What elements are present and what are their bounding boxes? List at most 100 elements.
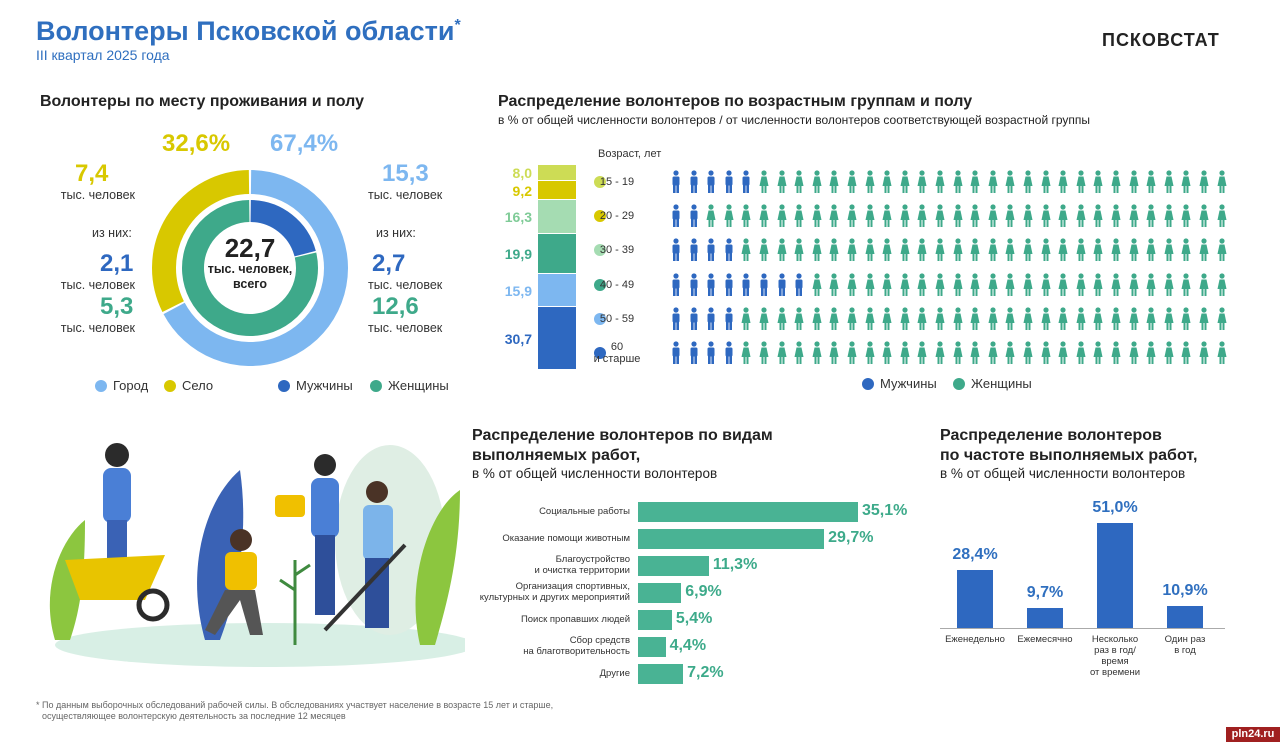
woman-icon [953, 204, 963, 228]
age-legend-men-dot [862, 377, 874, 390]
man-icon [725, 170, 733, 194]
village-men-unit: тыс. человек [60, 278, 135, 292]
woman-icon [1181, 238, 1191, 262]
frequency-title-line2: по частоте выполняемых работ, [940, 447, 1198, 464]
woman-icon [1058, 170, 1068, 194]
woman-icon [953, 307, 963, 330]
age-header: Возраст, лет [598, 148, 662, 160]
woman-icon [741, 307, 751, 330]
man-icon [672, 341, 680, 364]
frequency-bar-chart: 28,4% Еженедельно 9,7% Ежемесячно 51,0% Неско… [935, 495, 1235, 690]
legend-city-dot [95, 379, 107, 392]
frequency-value-label: 28,4% [952, 545, 998, 563]
works-value-label: 4,4% [669, 637, 707, 654]
woman-icon [917, 170, 927, 194]
village-men-block: 2,1 тыс. человек [40, 250, 135, 292]
village-total: 7,4 [75, 160, 109, 187]
woman-icon [1146, 238, 1156, 262]
man-icon [707, 170, 715, 194]
man-icon [672, 170, 680, 194]
residence-donut [152, 170, 348, 366]
woman-icon [970, 204, 980, 228]
age-value-label: 30,7 [504, 330, 532, 347]
woman-icon [970, 238, 980, 262]
woman-icon [917, 341, 927, 364]
works-title-line2: выполняемых работ, [472, 447, 641, 464]
woman-icon [953, 238, 963, 262]
man-icon [690, 204, 698, 228]
logo: ПСКОВСТАТ [1102, 30, 1220, 50]
woman-icon [847, 204, 857, 228]
woman-icon [1023, 170, 1033, 194]
footnote-line2: осуществляющее волонтерскую деятельность… [42, 711, 346, 721]
woman-icon [935, 204, 945, 228]
woman-icon [1093, 307, 1103, 330]
woman-icon [759, 307, 769, 330]
man-icon [760, 272, 768, 296]
woman-icon [829, 341, 839, 364]
woman-icon [847, 341, 857, 364]
works-value-label: 7,2% [687, 664, 724, 681]
age-legend-men: Мужчины [862, 376, 937, 391]
woman-icon [935, 238, 945, 262]
man-icon [725, 238, 733, 262]
frequency-axis [940, 628, 1225, 629]
woman-icon [1041, 307, 1051, 330]
footnote-line1: * По данным выборочных обследований рабо… [36, 700, 554, 710]
volunteers-illustration [49, 443, 465, 667]
woman-icon [812, 238, 822, 262]
woman-icon [1005, 272, 1015, 296]
woman-icon [724, 204, 734, 228]
man-icon [690, 170, 698, 194]
woman-icon [1199, 170, 1209, 194]
woman-icon [865, 170, 875, 194]
age-group-label: 40 - 49 [599, 278, 635, 291]
woman-icon [1217, 238, 1227, 262]
woman-icon [917, 307, 927, 330]
legend-men-label: Мужчины [296, 378, 353, 393]
man-icon [795, 272, 803, 296]
age-group-label: 60 и старше [593, 340, 641, 365]
center-value: 22,7 [224, 233, 276, 263]
woman-icon [1217, 272, 1227, 296]
age-dot [594, 210, 606, 223]
woman-icon [1199, 238, 1209, 262]
woman-icon [900, 341, 910, 364]
woman-icon [900, 307, 910, 330]
woman-icon [1111, 238, 1121, 262]
age-legend-women-label: Женщины [971, 376, 1032, 391]
man-icon [690, 272, 698, 296]
woman-icon [1181, 307, 1191, 330]
man-icon [725, 307, 733, 330]
woman-icon [1199, 272, 1209, 296]
works-category-label: Другие [599, 668, 630, 679]
woman-icon [1058, 272, 1068, 296]
woman-icon [1146, 204, 1156, 228]
woman-icon [1111, 307, 1121, 330]
woman-icon [1199, 204, 1209, 228]
age-dot [594, 278, 606, 291]
woman-icon [1111, 272, 1121, 296]
woman-icon [865, 238, 875, 262]
woman-icon [1164, 170, 1174, 194]
watermark: pln24.ru [1226, 727, 1280, 742]
age-segment [538, 274, 576, 307]
woman-icon [1041, 272, 1051, 296]
outer-slice-0 [163, 170, 348, 366]
woman-icon [829, 170, 839, 194]
works-bar [638, 637, 666, 657]
frequency-title: Распределение волонтеров по частоте выпол… [940, 426, 1197, 466]
woman-icon [759, 170, 769, 194]
frequency-bar [957, 569, 993, 628]
woman-icon [759, 204, 769, 228]
woman-icon [935, 307, 945, 330]
man-icon [742, 272, 750, 296]
city-total: 15,3 [382, 160, 429, 187]
legend-village: Село [164, 378, 213, 393]
age-stacked-bar: 8,0 9,2 16,3 19,9 15,9 30,7 [490, 165, 590, 370]
center-line2: всего [233, 277, 267, 291]
man-icon [707, 272, 715, 296]
age-group-label: 30 - 39 [599, 244, 635, 257]
woman-icon [900, 170, 910, 194]
woman-icon [706, 204, 716, 228]
